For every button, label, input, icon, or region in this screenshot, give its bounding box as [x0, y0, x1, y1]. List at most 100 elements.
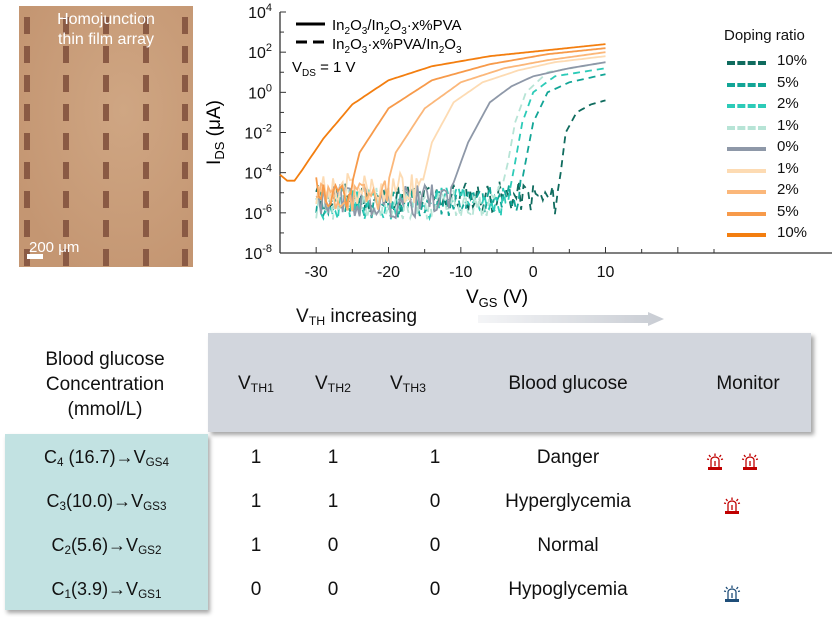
- row-header-title-line2: Concentration: [45, 374, 165, 395]
- electrode-pad: [182, 17, 188, 34]
- micrograph-title: Homojunction thin film array: [19, 10, 193, 50]
- electrode-pad: [182, 191, 188, 208]
- electrode-pad: [24, 191, 30, 208]
- legend-swatch: [727, 211, 766, 216]
- electrode-pad: [182, 220, 188, 237]
- series-line-dashed-2pct: [315, 67, 606, 222]
- blood-glucose-status-cell: Hypoglycemia: [508, 579, 628, 600]
- y-tick-label: 102: [248, 42, 272, 62]
- concentration-column: C4 (16.7)→VGS4 C3(10.0)→VGS3 C2(5.6)→VGS2 C…: [5, 434, 208, 610]
- electrode-pad: [103, 75, 109, 92]
- x-axis-label: VGS (V): [466, 287, 528, 310]
- concentration-cell: C4 (16.7)→VGS4: [44, 447, 169, 469]
- thin-film-array-micrograph: Homojunction thin film array 200 μm: [19, 6, 193, 267]
- vth2-cell: 1: [327, 491, 339, 512]
- x-tick-label: -30: [305, 264, 328, 281]
- alarm-siren-icon: [741, 453, 759, 471]
- electrode-pad: [24, 220, 30, 237]
- electrode-pad: [182, 75, 188, 92]
- legend-label: 2%: [777, 95, 799, 112]
- y-tick-label: 100: [248, 82, 272, 102]
- column-header-vth2: VTH2: [314, 373, 351, 396]
- electrode-pad: [63, 162, 69, 179]
- concentration-cell: C3(10.0)→VGS3: [46, 491, 167, 513]
- x-tick-label: -10: [449, 264, 472, 281]
- series-line-solid-10pct: [279, 43, 606, 182]
- alarm-siren-icon: [706, 453, 724, 471]
- electrode-pad: [143, 104, 149, 121]
- series-line-dashed-5pct: [315, 73, 606, 219]
- electrode-pad: [63, 133, 69, 150]
- row-header-title: Blood glucose Concentration (mmol/L): [10, 347, 200, 422]
- vth2-cell: 0: [327, 535, 339, 556]
- series-line-dashed-10pct: [315, 99, 606, 215]
- legend-label: 10%: [777, 224, 808, 241]
- micrograph-title-line2: thin film array: [57, 31, 155, 48]
- scale-label: 200 μm: [29, 239, 80, 256]
- legend-label: 5%: [777, 73, 799, 91]
- vth1-cell: 1: [250, 491, 262, 512]
- electrode-pad: [182, 249, 188, 266]
- row-header-title-line1: Blood glucose: [45, 349, 165, 370]
- vth3-cell: 0: [429, 535, 441, 556]
- vds-condition-label: VDS = 1 V: [292, 59, 356, 79]
- electrode-pad: [103, 220, 109, 237]
- y-tick-label: 10-6: [244, 203, 272, 223]
- electrode-pad: [182, 104, 188, 121]
- electrode-pad: [143, 249, 149, 266]
- series-line-solid-5pct: [315, 47, 606, 208]
- concentration-cell: C1(3.9)→VGS1: [51, 579, 162, 601]
- legend-swatch: [727, 190, 766, 194]
- legend-swatch: [727, 104, 766, 108]
- legend-swatch: [727, 61, 766, 65]
- blood-glucose-status-cell: Hyperglycemia: [505, 491, 631, 512]
- vth-increasing-label: VTH increasing: [296, 306, 418, 329]
- electrode-pad: [182, 133, 188, 150]
- legend-label: 2%: [777, 181, 799, 198]
- electrode-pad: [103, 46, 109, 63]
- electrode-pad: [182, 162, 188, 179]
- vth1-cell: 0: [250, 579, 262, 600]
- electrode-pad: [63, 75, 69, 92]
- electrode-pad: [143, 162, 149, 179]
- vth2-cell: 0: [327, 579, 339, 600]
- legend-swatch: [727, 168, 766, 173]
- y-axis-label: IDS (μA): [204, 100, 227, 165]
- column-header-vth3: VTH3: [389, 373, 426, 396]
- legend-label: 0%: [777, 138, 799, 155]
- series-line-dashed-1pct: [315, 61, 606, 221]
- electrode-pad: [24, 75, 30, 92]
- legend-swatch: [727, 82, 766, 87]
- electrode-pad: [182, 46, 188, 63]
- vth1-cell: 1: [250, 447, 262, 468]
- chart-svg: 104 102 100 10-2 10-4 10-6 10-8 -30 -20 -10 0 10 VGS…: [204, 2, 832, 310]
- alarm-siren-icon: [723, 585, 741, 603]
- series-line-solid-2pct: [315, 51, 606, 212]
- legend-swatch: [727, 147, 766, 151]
- electrode-pad: [103, 249, 109, 266]
- vth2-cell: 1: [327, 447, 339, 468]
- electrode-pad: [24, 162, 30, 179]
- vth3-cell: 0: [429, 491, 441, 512]
- micrograph-title-line1: Homojunction: [57, 11, 155, 28]
- electrode-pad: [103, 17, 109, 34]
- electrode-pad: [63, 220, 69, 237]
- legend-label: 5%: [777, 202, 799, 220]
- y-tick-label: 10-8: [244, 243, 272, 263]
- electrode-pad: [63, 104, 69, 121]
- electrode-pad: [63, 191, 69, 208]
- legend-title: Doping ratio: [724, 27, 805, 44]
- x-tick-label: 10: [597, 264, 615, 281]
- vth3-cell: 1: [429, 447, 441, 468]
- electrode-pad: [24, 133, 30, 150]
- y-tick-label: 10-2: [244, 123, 272, 143]
- scale-bar: [27, 254, 43, 259]
- x-tick-label: 0: [529, 264, 538, 281]
- dashed-style-label: In2O3·x%PVA/In2O3: [332, 36, 462, 56]
- vth-increasing-arrow-icon: [478, 312, 664, 326]
- electrode-pad: [103, 162, 109, 179]
- electrode-pad: [103, 104, 109, 121]
- blood-glucose-status-cell: Danger: [536, 447, 600, 468]
- row-header-title-line3: (mmol/L): [67, 399, 143, 420]
- electrode-pad: [63, 17, 69, 34]
